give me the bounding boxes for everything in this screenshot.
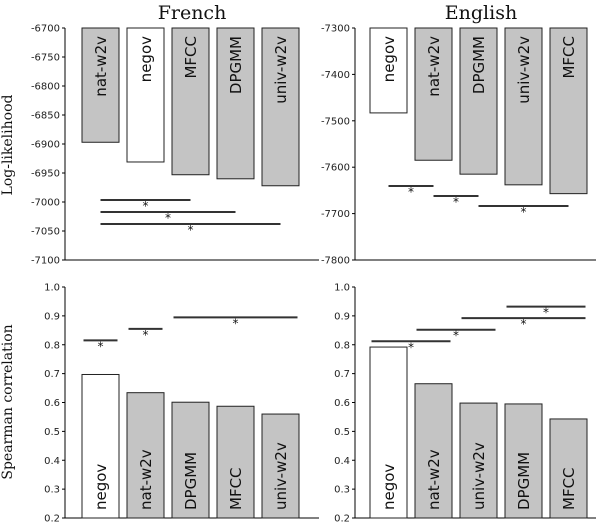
ylabel-spearman: Spearman correlation — [0, 324, 16, 479]
significance-star: * — [521, 317, 527, 331]
bar-nat-w2v — [414, 27, 453, 161]
y-tick-label: -7050 — [31, 227, 60, 238]
bar-label: univ-w2v — [515, 36, 533, 104]
bar-label: MFCC — [560, 36, 578, 79]
significance-star: * — [521, 205, 527, 219]
bar-negov — [369, 346, 408, 519]
y-tick-label: 0.7 — [44, 369, 60, 380]
bar-label: DPGMM — [515, 452, 533, 510]
bar-negov — [369, 27, 408, 114]
y-tick-label: -6750 — [31, 53, 60, 64]
bar-label: nat-w2v — [425, 36, 443, 97]
bar-MFCC — [216, 405, 255, 519]
y-tick-label: 0.4 — [334, 456, 350, 467]
ylabel-loglikelihood: Log-likelihood — [0, 94, 16, 195]
significance-star: * — [453, 195, 459, 209]
bar-MFCC — [171, 27, 210, 176]
significance-star: * — [453, 329, 459, 343]
y-tick-label: 0.2 — [44, 514, 60, 522]
panel-english-spearman: 1.0 0.9 0.8 0.7 0.6 0.5 0.4 0.3 0.2 negov nat-w2v u… — [334, 283, 596, 522]
bar-DPGMM — [216, 27, 255, 180]
y-tick-label: -7500 — [321, 116, 350, 127]
bar-label: nat-w2v — [92, 36, 110, 97]
bar-univ-w2v — [261, 27, 300, 187]
bar-label: negov — [137, 36, 155, 82]
bar-label: DPGMM — [470, 36, 488, 94]
y-tick-label: 0.8 — [44, 340, 60, 351]
significance-star: * — [98, 339, 104, 353]
bar-DPGMM — [504, 403, 543, 519]
bar-DPGMM — [459, 27, 498, 175]
panel-english-loglikelihood: -7300 -7400 -7500 -7600 -7700 -7800 negov nat-w… — [321, 24, 596, 267]
significance-star: * — [165, 211, 171, 225]
bar-label: univ-w2v — [470, 442, 488, 510]
panels: -6700 -6750 -6800 -6850 -6900 -6950 -7000 -7050… — [31, 24, 596, 522]
bar-univ-w2v — [459, 402, 498, 519]
y-tick-label: 0.8 — [334, 340, 350, 351]
bar-DPGMM — [171, 401, 210, 519]
bar-nat-w2v — [414, 383, 453, 519]
bar-label: nat-w2v — [137, 449, 155, 510]
bar-label: negov — [380, 464, 398, 510]
y-tick-label: -6900 — [31, 140, 60, 151]
bar-label: MFCC — [560, 467, 578, 510]
y-tick-label: 0.7 — [334, 369, 350, 380]
y-tick-label: 0.6 — [44, 398, 60, 409]
bar-label: negov — [380, 36, 398, 82]
y-tick-label: -7300 — [321, 24, 350, 35]
significance-star: * — [233, 316, 239, 330]
bar-nat-w2v — [126, 392, 165, 519]
bar-label: negov — [92, 464, 110, 510]
y-tick-label: 0.3 — [44, 485, 60, 496]
y-tick-label: 0.5 — [334, 427, 350, 438]
y-tick-label: -7100 — [31, 256, 60, 267]
y-tick-label: -7800 — [321, 256, 350, 267]
y-tick-label: 0.5 — [44, 427, 60, 438]
bar-label: nat-w2v — [425, 449, 443, 510]
significance-star: * — [188, 223, 194, 237]
y-tick-label: -7700 — [321, 209, 350, 220]
y-tick-label: -7600 — [321, 163, 350, 174]
bar-label: MFCC — [227, 467, 245, 510]
y-tick-label: 0.2 — [334, 514, 350, 522]
significance-star: * — [543, 306, 549, 320]
y-tick-label: -7400 — [321, 70, 350, 81]
bar-nat-w2v — [81, 27, 120, 143]
y-tick-label: -6700 — [31, 24, 60, 35]
bar-MFCC — [549, 418, 588, 519]
significance-star: * — [143, 328, 149, 342]
title-french: French — [158, 2, 227, 24]
bar-label: DPGMM — [227, 36, 245, 94]
y-tick-label: -6800 — [31, 82, 60, 93]
bar-univ-w2v — [504, 27, 543, 186]
y-tick-label: -6950 — [31, 169, 60, 180]
bar-univ-w2v — [261, 413, 300, 519]
panel-french-spearman: 1.0 0.9 0.8 0.7 0.6 0.5 0.4 0.3 0.2 negov nat-w2v D… — [44, 283, 319, 522]
y-tick-label: 0.9 — [44, 311, 60, 322]
bar-label: MFCC — [182, 36, 200, 79]
y-tick-label: 1.0 — [44, 283, 60, 294]
significance-star: * — [143, 199, 149, 213]
bar-label: univ-w2v — [272, 36, 290, 104]
title-english: English — [445, 2, 517, 24]
bar-label: DPGMM — [182, 452, 200, 510]
bar-negov — [126, 27, 165, 163]
y-tick-label: 1.0 — [334, 283, 350, 294]
significance-star: * — [408, 340, 414, 354]
y-tick-label: -6850 — [31, 111, 60, 122]
y-tick-label: 0.3 — [334, 485, 350, 496]
y-tick-label: 0.4 — [44, 456, 60, 467]
significance-star: * — [408, 185, 414, 199]
y-tick-label: 0.9 — [334, 311, 350, 322]
bar-label: univ-w2v — [272, 442, 290, 510]
y-tick-label: -7000 — [31, 198, 60, 209]
bar-MFCC — [549, 27, 588, 195]
y-tick-label: 0.6 — [334, 398, 350, 409]
panel-french-loglikelihood: -6700 -6750 -6800 -6850 -6900 -6950 -7000 -7050… — [31, 24, 319, 267]
bar-negov — [81, 373, 120, 519]
